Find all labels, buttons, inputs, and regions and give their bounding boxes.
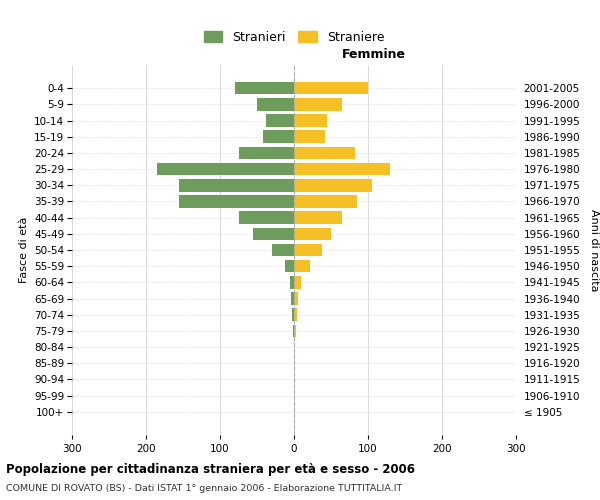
Bar xyxy=(290,276,294,288)
Bar xyxy=(294,82,368,94)
Bar xyxy=(291,292,294,305)
Text: Femmine: Femmine xyxy=(342,48,406,62)
Bar xyxy=(263,130,294,143)
Bar xyxy=(294,276,301,288)
Bar xyxy=(294,212,342,224)
Text: COMUNE DI ROVATO (BS) - Dati ISTAT 1° gennaio 2006 - Elaborazione TUTTITALIA.IT: COMUNE DI ROVATO (BS) - Dati ISTAT 1° ge… xyxy=(6,484,402,493)
Bar xyxy=(293,324,294,337)
Bar xyxy=(239,212,294,224)
Bar xyxy=(285,260,294,272)
Bar xyxy=(157,163,294,175)
Bar xyxy=(294,308,297,321)
Bar xyxy=(294,260,310,272)
Bar xyxy=(294,324,296,337)
Bar xyxy=(292,308,294,321)
Bar xyxy=(272,244,294,256)
Bar xyxy=(294,195,357,208)
Bar xyxy=(294,163,390,175)
Bar xyxy=(235,82,294,94)
Bar xyxy=(179,179,294,192)
Bar xyxy=(294,228,331,240)
Bar xyxy=(294,146,355,159)
Legend: Stranieri, Straniere: Stranieri, Straniere xyxy=(200,27,388,48)
Bar xyxy=(179,195,294,208)
Bar xyxy=(266,114,294,127)
Bar xyxy=(294,114,328,127)
Bar xyxy=(294,292,298,305)
Bar xyxy=(294,244,322,256)
Text: Popolazione per cittadinanza straniera per età e sesso - 2006: Popolazione per cittadinanza straniera p… xyxy=(6,462,415,475)
Y-axis label: Fasce di età: Fasce di età xyxy=(19,217,29,283)
Bar xyxy=(294,130,325,143)
Bar xyxy=(239,146,294,159)
Bar xyxy=(257,98,294,110)
Bar xyxy=(253,228,294,240)
Y-axis label: Anni di nascita: Anni di nascita xyxy=(589,209,599,291)
Bar xyxy=(294,98,342,110)
Bar xyxy=(294,179,372,192)
